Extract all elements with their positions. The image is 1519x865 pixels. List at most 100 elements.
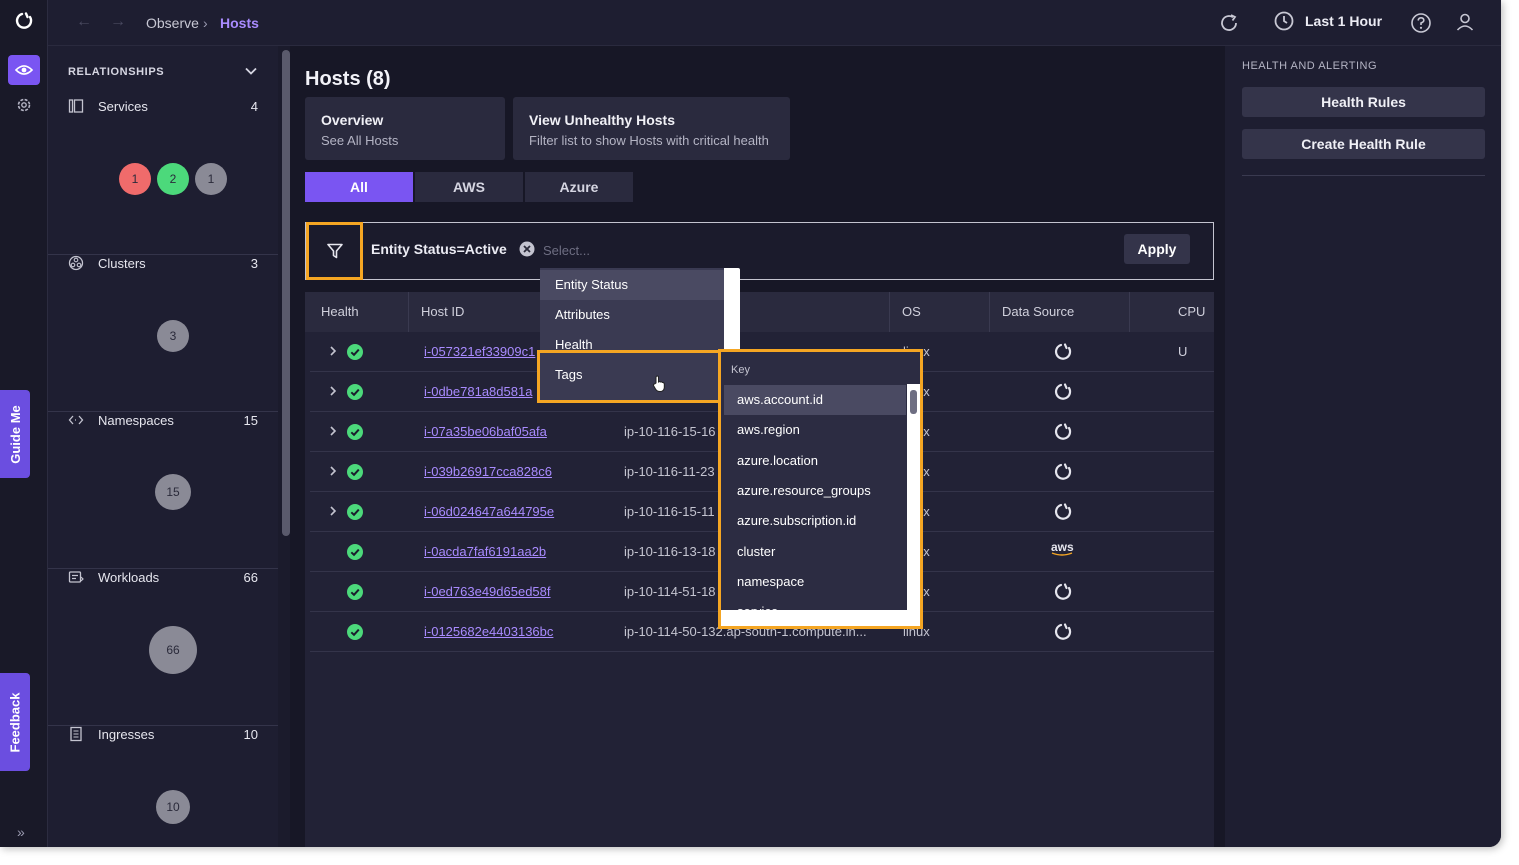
- host-id-link[interactable]: i-0acda7faf6191aa2b: [424, 544, 547, 559]
- user-icon[interactable]: [1454, 11, 1476, 33]
- key-menu-item[interactable]: aws.region: [737, 422, 800, 438]
- expand-row-icon[interactable]: [328, 385, 338, 397]
- breadcrumb-observe[interactable]: Observe: [146, 15, 199, 31]
- expand-row-icon[interactable]: [328, 345, 338, 357]
- menu-item-health[interactable]: Health: [555, 337, 593, 352]
- feedback-tab[interactable]: Feedback: [0, 673, 30, 771]
- host-id-link[interactable]: i-0dbe781a8d581a: [424, 384, 533, 399]
- namespaces-icon: [68, 415, 84, 425]
- relationships-scrollbar[interactable]: [282, 50, 290, 536]
- app-logo-icon[interactable]: [14, 11, 34, 31]
- key-menu-item[interactable]: azure.location: [737, 452, 818, 468]
- key-menu-item[interactable]: aws.account.id: [724, 385, 906, 415]
- host-id-link[interactable]: i-06d024647a644795e: [424, 504, 555, 519]
- appd-source-icon: [1054, 383, 1072, 400]
- column-data-source[interactable]: Data Source: [990, 292, 1130, 332]
- filter-bar: Entity Status=Active Select... Apply: [305, 222, 1214, 280]
- namespaces-bubble[interactable]: 15: [155, 474, 191, 510]
- key-menu-item[interactable]: azure.resource_groups: [737, 482, 871, 498]
- relationship-namespaces[interactable]: Namespaces 15 15: [48, 412, 278, 569]
- healthy-check-icon: [347, 504, 363, 520]
- key-menu-item[interactable]: azure.subscription.id: [737, 513, 857, 529]
- unhealthy-hosts-card[interactable]: View Unhealthy Hosts Filter list to show…: [513, 97, 790, 160]
- workloads-bubble[interactable]: 66: [149, 626, 197, 674]
- host-id-link[interactable]: i-07a35be06baf05afa: [424, 424, 547, 439]
- guide-me-tab[interactable]: Guide Me: [0, 390, 30, 478]
- tab-azure[interactable]: Azure: [525, 172, 633, 202]
- appd-source-icon: [1054, 343, 1072, 360]
- key-menu-scroll-thumb[interactable]: [910, 390, 917, 414]
- hostname-cell: ip-10-116-11-23: [624, 464, 715, 479]
- column-cpu[interactable]: CPU U: [1178, 304, 1206, 359]
- menu-item-tags[interactable]: Tags: [555, 367, 583, 382]
- filter-chip[interactable]: Entity Status=Active: [371, 241, 535, 257]
- hand-cursor-icon: [652, 375, 665, 393]
- clusters-bubble[interactable]: 3: [157, 320, 189, 352]
- top-bar: ← → Observe › Hosts Last 1 Hour: [48, 0, 1501, 46]
- ingresses-bubble[interactable]: 10: [156, 790, 190, 824]
- time-range-picker[interactable]: Last 1 Hour: [1273, 10, 1382, 32]
- health-alerting-panel: HEALTH AND ALERTING Health Rules Create …: [1225, 46, 1501, 847]
- relationship-clusters[interactable]: Clusters 3 3: [48, 255, 278, 412]
- relationships-title: RELATIONSHIPS: [68, 66, 165, 78]
- health-rules-button[interactable]: Health Rules: [1242, 87, 1485, 117]
- expand-row-icon[interactable]: [328, 425, 338, 437]
- healthy-check-icon: [347, 384, 363, 400]
- back-arrow-icon[interactable]: ←: [76, 13, 92, 30]
- divider: [1242, 175, 1485, 176]
- healthy-check-icon: [347, 344, 363, 360]
- funnel-icon: [326, 243, 343, 259]
- key-menu-footer: [721, 610, 920, 626]
- overview-card[interactable]: Overview See All Hosts: [305, 97, 505, 160]
- refresh-icon[interactable]: [1218, 12, 1240, 34]
- create-health-rule-button[interactable]: Create Health Rule: [1242, 129, 1485, 159]
- host-id-link[interactable]: i-0125682e4403136bc: [424, 624, 554, 639]
- services-unknown-bubble[interactable]: 1: [195, 163, 227, 195]
- forward-arrow-icon[interactable]: →: [110, 13, 126, 30]
- chevron-down-icon[interactable]: [244, 64, 258, 78]
- healthy-check-icon: [347, 424, 363, 440]
- expand-row-icon[interactable]: [328, 465, 338, 477]
- services-critical-bubble[interactable]: 1: [119, 163, 151, 195]
- expand-row-icon[interactable]: [328, 505, 338, 517]
- healthy-check-icon: [347, 464, 363, 480]
- host-id-link[interactable]: i-057321ef33909c1: [424, 344, 536, 359]
- hostname-cell: ip-10-116-15-16: [624, 424, 716, 439]
- menu-item-entity-status[interactable]: Entity Status: [540, 270, 724, 300]
- column-os[interactable]: OS: [890, 292, 990, 332]
- key-menu-scroll-track[interactable]: [907, 384, 920, 610]
- clock-icon: [1274, 11, 1294, 31]
- tab-aws[interactable]: AWS: [415, 172, 523, 202]
- remove-chip-icon[interactable]: [519, 241, 535, 257]
- host-id-link[interactable]: i-039b26917cca828c6: [424, 464, 552, 479]
- host-id-link[interactable]: i-0ed763e49d65ed58f: [424, 584, 551, 599]
- appd-source-icon: [1054, 463, 1072, 480]
- services-healthy-bubble[interactable]: 2: [157, 163, 189, 195]
- relationship-workloads[interactable]: Workloads 66 66: [48, 569, 278, 726]
- services-icon: [68, 99, 84, 113]
- appd-source-icon: [1054, 503, 1072, 520]
- menu-item-attributes[interactable]: Attributes: [555, 307, 610, 322]
- appd-source-icon: [1054, 423, 1072, 440]
- column-health[interactable]: Health: [305, 292, 409, 332]
- breadcrumb-hosts: Hosts: [220, 15, 259, 31]
- filter-button[interactable]: [306, 222, 363, 280]
- relationship-services[interactable]: Services 4 1 2 1: [48, 98, 278, 255]
- help-icon[interactable]: [1410, 12, 1432, 34]
- filter-select-input[interactable]: Select...: [543, 243, 590, 258]
- key-menu-item[interactable]: cluster: [737, 543, 776, 559]
- tags-highlight: [537, 350, 727, 403]
- clusters-icon: [68, 255, 84, 271]
- healthy-check-icon: [347, 544, 363, 560]
- gear-icon[interactable]: [15, 96, 33, 114]
- column-hostname[interactable]: [609, 292, 890, 332]
- expand-rail-icon[interactable]: »: [17, 824, 25, 840]
- relationship-ingresses[interactable]: Ingresses 10 10: [48, 726, 278, 847]
- tab-all[interactable]: All: [305, 172, 413, 202]
- relationships-panel: RELATIONSHIPS Services 4 1 2 1 Clusters …: [48, 46, 278, 847]
- apply-button[interactable]: Apply: [1124, 234, 1190, 264]
- aws-logo-icon: aws: [1051, 540, 1074, 556]
- key-menu-item[interactable]: namespace: [737, 573, 805, 589]
- appd-source-icon: [1054, 583, 1072, 600]
- observe-eye-icon[interactable]: [8, 55, 40, 85]
